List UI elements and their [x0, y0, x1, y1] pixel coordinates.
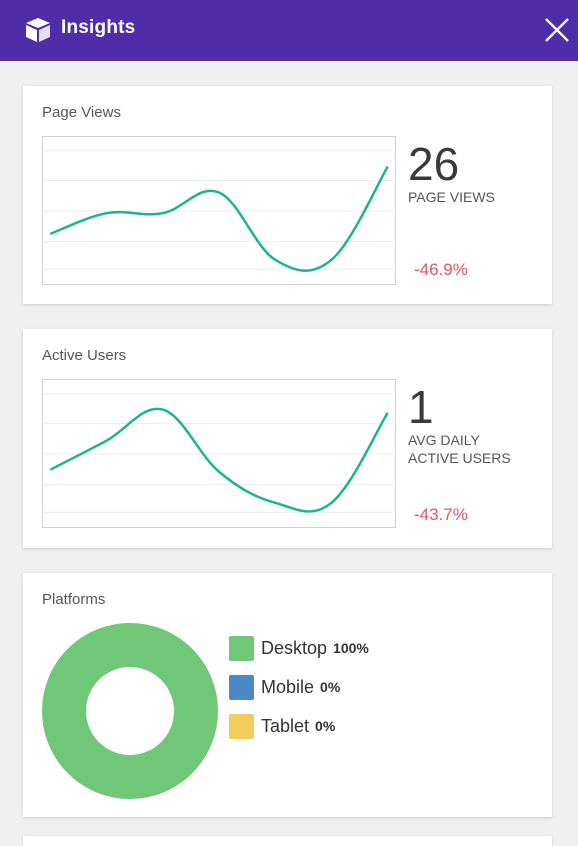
platforms-card: Platforms Desktop 100% Mobile 0% Tablet … — [23, 573, 552, 817]
legend-name-tablet: Tablet — [261, 715, 310, 736]
page-views-delta: -46.9% — [414, 260, 468, 279]
page-views-chart — [42, 136, 396, 285]
page-views-value: 26 — [408, 138, 460, 190]
active-users-label-line1: AVG DAILY — [408, 432, 480, 448]
next-card-edge — [23, 836, 552, 846]
active-users-label-line2: ACTIVE USERS — [408, 450, 511, 466]
legend-swatch-mobile — [229, 674, 254, 700]
close-icon[interactable] — [544, 17, 570, 43]
active-users-card: Active Users 1 AVG DAILY ACTIVE USERS -4… — [23, 329, 552, 548]
platforms-donut-chart — [42, 623, 218, 799]
page-views-title: Page Views — [42, 104, 121, 121]
active-users-delta: -43.7% — [414, 505, 468, 524]
legend-name-desktop: Desktop — [261, 637, 328, 658]
cube-logo-icon — [26, 18, 50, 42]
page-views-card: Page Views 26 PAGE VIEWS -46.9% — [23, 86, 552, 304]
legend-swatch-desktop — [229, 635, 254, 661]
legend-item-desktop: Desktop 100% — [229, 635, 369, 661]
active-users-chart — [42, 379, 396, 528]
legend-pct-mobile: 0% — [320, 679, 341, 695]
page-views-label: PAGE VIEWS — [408, 189, 495, 205]
legend-item-mobile: Mobile 0% — [229, 674, 340, 700]
app-title: Insights — [61, 17, 136, 38]
legend-pct-desktop: 100% — [333, 640, 369, 656]
legend-name-mobile: Mobile — [261, 676, 315, 697]
app-header: Insights — [0, 0, 578, 61]
active-users-title: Active Users — [42, 347, 127, 364]
donut-slice-desktop — [42, 623, 218, 799]
legend-item-tablet: Tablet 0% — [229, 713, 335, 739]
series-line — [49, 407, 389, 513]
legend-swatch-tablet — [229, 713, 254, 739]
platforms-title: Platforms — [42, 591, 106, 608]
active-users-value: 1 — [408, 381, 434, 433]
legend-pct-tablet: 0% — [315, 718, 336, 734]
series-line — [49, 165, 389, 272]
